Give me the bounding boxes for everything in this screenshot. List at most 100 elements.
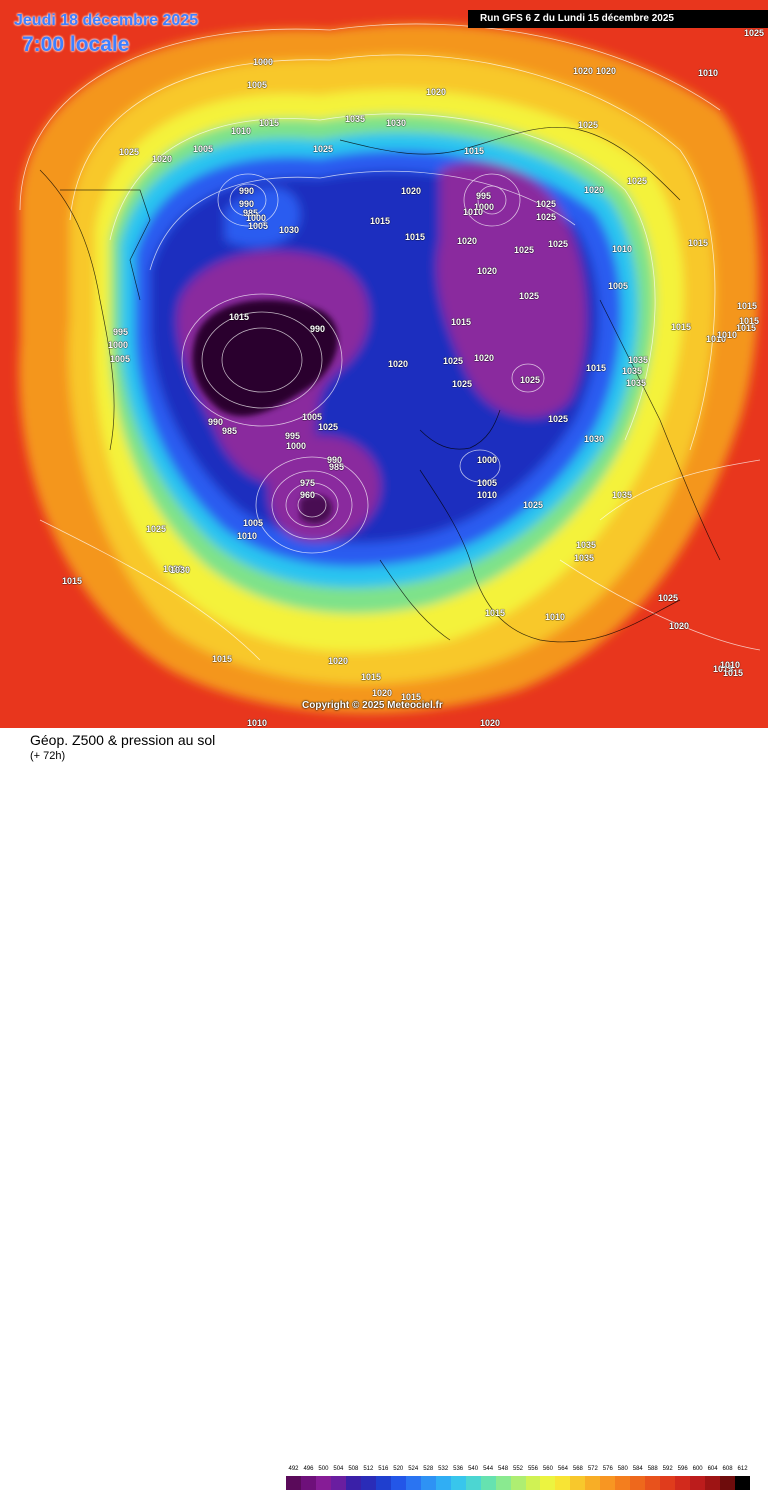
pressure-label: 1030 bbox=[584, 434, 605, 444]
pressure-label: 995 bbox=[113, 327, 129, 337]
color-scale-swatch bbox=[435, 1476, 451, 1490]
pressure-label: 1010 bbox=[698, 68, 719, 78]
color-scale-value: 516 bbox=[378, 1466, 389, 1472]
pressure-label: 1025 bbox=[520, 375, 541, 385]
pressure-label: 1005 bbox=[243, 518, 264, 528]
pressure-label: 1010 bbox=[545, 612, 566, 622]
pressure-label: 1020 bbox=[669, 621, 690, 631]
pressure-label: 1020 bbox=[372, 688, 393, 698]
color-scale-swatch bbox=[720, 1476, 736, 1490]
color-scale-swatch bbox=[450, 1476, 466, 1490]
pressure-label: 1005 bbox=[110, 354, 131, 364]
color-scale-swatch bbox=[420, 1476, 436, 1490]
pressure-label: 1010 bbox=[247, 718, 268, 728]
color-scale-value: 496 bbox=[303, 1466, 314, 1472]
pressure-label: 1025 bbox=[452, 379, 473, 389]
color-scale-swatch bbox=[585, 1476, 601, 1490]
pressure-label: 1020 bbox=[596, 66, 617, 76]
pressure-label: 1015 bbox=[361, 672, 382, 682]
legend-footer: Géop. Z500 & pression au sol (+ 72h) 492… bbox=[0, 728, 768, 1490]
pressure-label: 1015 bbox=[464, 146, 485, 156]
color-scale-value: 560 bbox=[542, 1466, 553, 1472]
color-scale-swatch bbox=[675, 1476, 691, 1490]
color-scale-value: 612 bbox=[737, 1466, 748, 1472]
color-scale-swatch bbox=[660, 1476, 676, 1490]
pressure-label: 1020 bbox=[328, 656, 349, 666]
pressure-label: 1015 bbox=[485, 608, 506, 618]
pressure-label: 1030 bbox=[386, 118, 407, 128]
pressure-label: 1025 bbox=[658, 593, 679, 603]
color-scale-swatch bbox=[480, 1476, 496, 1490]
pressure-label: 1030 bbox=[279, 225, 300, 235]
pressure-label: 1015 bbox=[451, 317, 472, 327]
color-scale-value: 576 bbox=[602, 1466, 613, 1472]
pressure-label: 1015 bbox=[739, 316, 760, 326]
pressure-label: 975 bbox=[300, 478, 316, 488]
pressure-label: 1005 bbox=[248, 221, 269, 231]
pressure-label: 1020 bbox=[401, 186, 422, 196]
pressure-label: 995 bbox=[285, 431, 301, 441]
color-scale-value: 596 bbox=[677, 1466, 688, 1472]
pressure-label: 1005 bbox=[247, 80, 268, 90]
color-scale-value: 528 bbox=[423, 1466, 434, 1472]
map-title: Géop. Z500 & pression au sol bbox=[30, 732, 216, 748]
pressure-label: 1015 bbox=[401, 692, 422, 702]
color-scale-swatch bbox=[600, 1476, 616, 1490]
pressure-label: 1035 bbox=[576, 540, 597, 550]
forecast-date-label: Jeudi 18 décembre 2025 bbox=[14, 12, 199, 29]
pressure-label: 1025 bbox=[146, 524, 167, 534]
pressure-label: 1010 bbox=[231, 126, 252, 136]
pressure-label: 990 bbox=[239, 199, 255, 209]
pressure-label: 1010 bbox=[477, 490, 498, 500]
geopotential-field bbox=[0, 0, 768, 728]
color-scale-value: 520 bbox=[393, 1466, 404, 1472]
color-scale-swatch bbox=[630, 1476, 646, 1490]
color-scale-swatch bbox=[390, 1476, 406, 1490]
pressure-label: 1020 bbox=[573, 66, 594, 76]
pressure-label: 1000 bbox=[108, 340, 129, 350]
pressure-label: 1015 bbox=[671, 322, 692, 332]
color-scale-swatch bbox=[495, 1476, 511, 1490]
model-run-banner: Run GFS 6 Z du Lundi 15 décembre 2025 bbox=[468, 10, 768, 28]
pressure-label: 1020 bbox=[152, 154, 173, 164]
color-scale-swatch bbox=[570, 1476, 586, 1490]
pressure-label: 1025 bbox=[443, 356, 464, 366]
color-scale-value: 556 bbox=[527, 1466, 538, 1472]
color-scale-swatch bbox=[375, 1476, 391, 1490]
pressure-label: 1030 bbox=[163, 564, 184, 574]
pressure-label: 1025 bbox=[119, 147, 140, 157]
color-scale-swatch bbox=[540, 1476, 556, 1490]
color-scale-swatch bbox=[315, 1476, 331, 1490]
pressure-label: 985 bbox=[243, 208, 259, 218]
color-scale-value: 592 bbox=[662, 1466, 673, 1472]
color-scale-value: 504 bbox=[333, 1466, 344, 1472]
pressure-label: 1025 bbox=[548, 239, 569, 249]
pressure-label: 1025 bbox=[536, 212, 557, 222]
color-scale-value: 608 bbox=[722, 1466, 733, 1472]
color-scale-swatch bbox=[735, 1476, 751, 1490]
color-scale-labels: 492 496 500 504 508 512 516 520 524 528 532 536 540 5… bbox=[286, 1466, 750, 1475]
color-scale-swatch bbox=[405, 1476, 421, 1490]
pressure-label: 985 bbox=[329, 462, 345, 472]
pressure-label: 1020 bbox=[584, 185, 605, 195]
color-scale-value: 600 bbox=[692, 1466, 703, 1472]
pressure-label: 1015 bbox=[229, 312, 250, 322]
pressure-label: 1010 bbox=[717, 330, 738, 340]
color-scale-swatch bbox=[465, 1476, 481, 1490]
pressure-label: 1005 bbox=[193, 144, 214, 154]
pressure-label: 990 bbox=[310, 324, 326, 334]
pressure-label: 1005 bbox=[477, 478, 498, 488]
color-scale-swatch bbox=[705, 1476, 721, 1490]
pressure-label: 1035 bbox=[628, 355, 649, 365]
color-scale-swatch bbox=[286, 1476, 301, 1490]
pressure-label: 1000 bbox=[286, 441, 307, 451]
pressure-label: 1025 bbox=[578, 120, 599, 130]
pressure-label: 985 bbox=[222, 426, 238, 436]
pressure-label: 990 bbox=[208, 417, 224, 427]
color-scale-swatch bbox=[360, 1476, 376, 1490]
pressure-label: 1015 bbox=[688, 238, 709, 248]
weather-map: Jeudi 18 décembre 2025 7:00 locale Run G… bbox=[0, 0, 768, 728]
pressure-label: 1005 bbox=[608, 281, 629, 291]
forecast-lead-time: (+ 72h) bbox=[30, 750, 66, 762]
pressure-label: 1020 bbox=[474, 353, 495, 363]
